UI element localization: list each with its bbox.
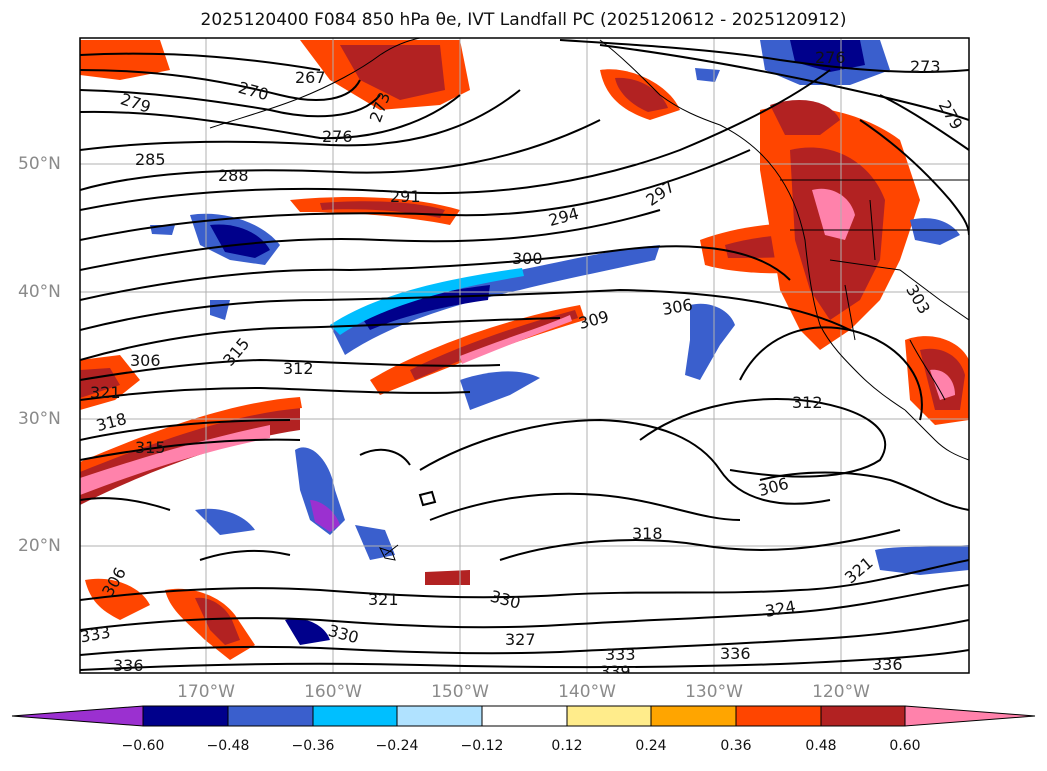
shaded-field [80,40,969,660]
colorbar-tick-label: −0.12 [460,738,504,754]
contour-label: 336 [720,644,751,663]
colorbar-bin [566,705,652,727]
colorbar-tick-label: 0.12 [551,738,583,754]
lon-tick-label: 170°W [177,682,235,702]
contour-label: 318 [632,524,663,543]
coastlines [209,38,969,561]
colorbar-tick-label: 0.24 [635,738,667,754]
contour-label: 333 [605,645,636,664]
colorbar-bin [227,705,314,727]
contour-label: 321 [368,590,399,609]
contour-label: 327 [505,630,536,649]
lon-tick-label: 130°W [685,682,743,702]
colorbar-bin [650,705,737,727]
theta-e-contours [80,39,969,671]
colorbar-tick-label: 0.48 [805,738,837,754]
contour-label: 321 [90,383,121,402]
graticule [80,38,969,673]
map-frame [79,37,970,674]
colorbar-tick-label: −0.48 [206,738,250,754]
colorbar-tick-label: −0.36 [291,738,335,754]
colorbar-tick-label: 0.36 [720,738,752,754]
contour-label: 306 [130,351,161,370]
colorbar [11,705,1036,727]
lat-tick-label: 20°N [18,536,61,556]
colorbar-tick-label: 0.60 [889,738,921,754]
contour-label: 276 [815,48,846,67]
contour-label: 285 [135,150,166,169]
colorbar-over-triangle [904,705,1036,727]
lon-tick-label: 120°W [812,682,870,702]
colorbar-bin [820,705,906,727]
colorbar-bin [312,705,398,727]
contour-label: 291 [390,187,421,206]
contour-label: 336 [113,656,144,675]
colorbar-tick-label: −0.24 [375,738,419,754]
contour-label: 312 [283,359,314,378]
colorbar-bin [481,705,568,727]
lon-tick-label: 150°W [431,682,489,702]
contour-label: 273 [910,57,941,76]
colorbar-bin [735,705,822,727]
colorbar-bin [142,705,229,727]
contour-label: 336 [872,655,903,674]
lat-tick-label: 50°N [18,154,61,174]
lat-tick-label: 40°N [18,282,61,302]
lon-tick-label: 160°W [304,682,362,702]
colorbar-tick-label: −0.60 [121,738,165,754]
contour-label: 276 [322,127,353,146]
contour-label: 288 [218,166,249,185]
contour-label: 339 [600,662,631,681]
contour-label: 300 [512,249,543,268]
lat-tick-label: 30°N [18,409,61,429]
lon-tick-label: 140°W [558,682,616,702]
contour-label: 267 [295,68,326,87]
contour-label: 312 [792,393,823,412]
colorbar-under-triangle [11,705,144,727]
contour-label: 315 [135,438,166,457]
plot-title: 2025120400 F084 850 hPa θe, IVT Landfall… [200,10,847,30]
colorbar-bin [396,705,483,727]
